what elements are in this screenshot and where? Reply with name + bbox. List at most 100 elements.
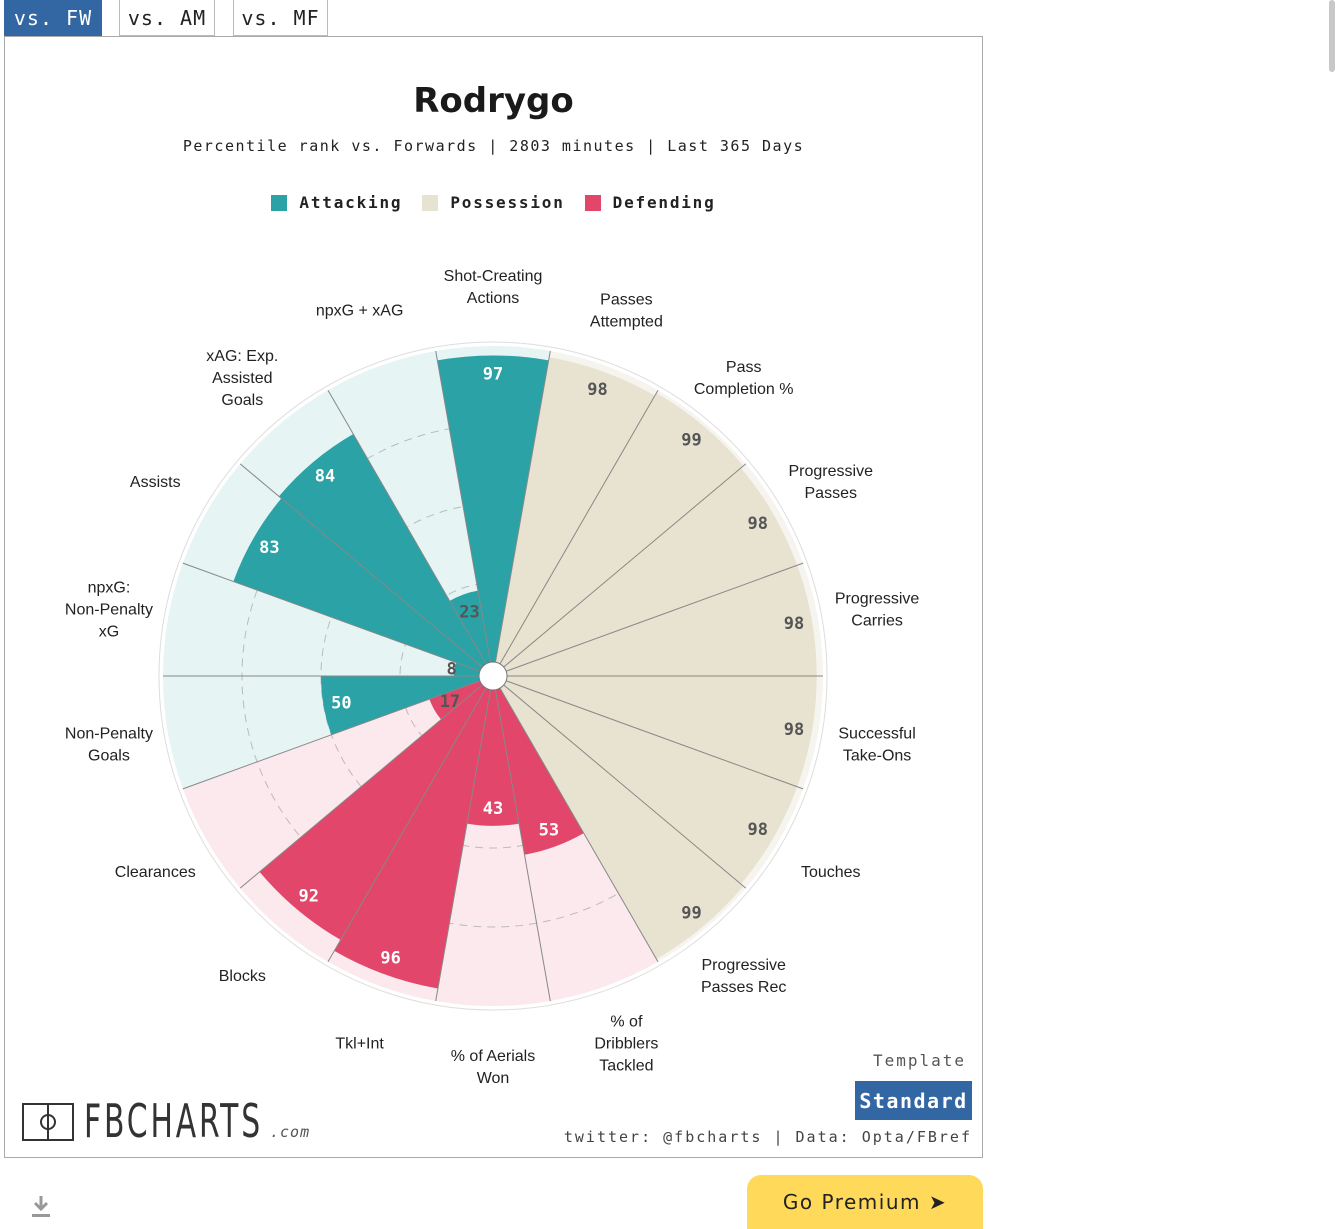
category-label: Touches: [801, 864, 861, 881]
spoke: [499, 389, 659, 665]
wedge-bg: [182, 680, 483, 889]
value-label: 8: [447, 660, 457, 680]
fbcharts-logo: FBCHARTS .com: [22, 1094, 333, 1148]
legend-swatch-defending: [584, 194, 601, 211]
category-label: % of Aerials Won: [451, 1048, 535, 1087]
tab-vs-am[interactable]: vs. AM: [119, 0, 215, 36]
bar: [466, 689, 520, 826]
bar: [321, 676, 480, 735]
value-label: 97: [483, 364, 503, 384]
legend: Attacking Possession Defending: [5, 193, 982, 212]
legend-label-possession: Possession: [450, 193, 565, 212]
go-premium-button[interactable]: Go Premium ➤: [747, 1175, 983, 1229]
spoke: [327, 389, 487, 665]
wedge-bg: [328, 351, 491, 664]
legend-item-attacking: Attacking: [271, 193, 402, 212]
value-label: 96: [380, 948, 400, 968]
credits: twitter: @fbcharts | Data: Opta/FBref: [563, 1128, 972, 1146]
bar: [500, 684, 744, 960]
outer-ring: [158, 341, 828, 1011]
spoke: [327, 687, 487, 963]
bar: [506, 676, 817, 787]
spoke: [182, 680, 481, 790]
value-label: 43: [483, 799, 503, 819]
bar: [334, 688, 491, 989]
spoke: [435, 350, 492, 663]
bar: [503, 680, 798, 885]
value-label: 99: [681, 904, 701, 924]
legend-label-attacking: Attacking: [299, 193, 403, 212]
value-label: 23: [459, 602, 479, 622]
category-label: npxG: Non-Penalty xG: [65, 579, 153, 640]
wedge-bg: [163, 563, 480, 676]
spoke: [503, 684, 747, 889]
download-icon[interactable]: [30, 1194, 52, 1220]
legend-swatch-possession: [422, 194, 439, 211]
category-label: Passes Attempted: [590, 292, 663, 331]
template-label: Template: [872, 1051, 966, 1070]
spoke: [503, 463, 747, 668]
category-label: Assists: [130, 474, 181, 491]
spoke: [182, 562, 481, 672]
bar: [259, 684, 486, 940]
spoke: [494, 689, 551, 1002]
template-button[interactable]: Standard: [855, 1081, 972, 1120]
pitch-icon: [22, 1103, 74, 1141]
bar: [495, 357, 655, 664]
value-label: 98: [587, 380, 607, 400]
chart-subtitle: Percentile rank vs. Forwards | 2803 minu…: [182, 137, 805, 155]
category-label: Progressive Carries: [835, 590, 920, 629]
logo-suffix: .com: [270, 1123, 311, 1141]
spoke: [239, 684, 483, 889]
category-label: Clearances: [115, 864, 196, 881]
bar: [233, 498, 483, 672]
value-label: 50: [331, 694, 351, 714]
category-label: Tkl+Int: [335, 1035, 384, 1052]
value-label: 17: [440, 692, 460, 712]
spoke: [494, 350, 551, 663]
value-label: 99: [681, 430, 701, 450]
category-label: Pass Completion %: [694, 359, 794, 398]
legend-item-defending: Defending: [584, 193, 716, 212]
category-label: Progressive Passes Rec: [701, 957, 786, 996]
bar: [453, 662, 480, 676]
spoke: [435, 689, 492, 1002]
bar: [278, 433, 486, 668]
scrollbar[interactable]: [1329, 0, 1335, 72]
bar: [503, 467, 798, 672]
value-label: 98: [784, 720, 804, 740]
radar-chart: 97 98 99 98 98 98 98 99 53 43 96 92 17 50 8 83 84 23 Shot-…: [65, 268, 920, 1087]
value-label: 84: [315, 467, 335, 487]
category-label: Progressive Passes: [789, 463, 874, 502]
spoke: [505, 680, 804, 790]
chart-title: Rodrygo: [413, 81, 574, 121]
logo-text: FBCHARTS: [84, 1094, 264, 1148]
legend-label-defending: Defending: [612, 193, 716, 212]
value-label: 92: [298, 887, 318, 907]
spoke: [499, 687, 659, 963]
category-label: Successful Take-Ons: [838, 726, 915, 765]
category-label: % of Dribblers Tackled: [594, 1013, 658, 1074]
category-label: Blocks: [219, 968, 266, 985]
bar: [429, 680, 483, 720]
value-label: 83: [259, 538, 279, 558]
tab-vs-fw[interactable]: vs. FW: [4, 0, 102, 36]
center-circle: [478, 661, 508, 691]
value-label: 53: [539, 821, 559, 841]
category-label: npxG + xAG: [316, 303, 404, 320]
value-label: 98: [747, 820, 767, 840]
legend-swatch-attacking: [271, 194, 288, 211]
category-label: xAG: Exp. Assisted Goals: [206, 348, 278, 409]
chart-card: Rodrygo Percentile rank vs. Forwards | 2…: [4, 36, 983, 1158]
value-label: 98: [784, 614, 804, 634]
bar: [506, 565, 817, 676]
category-label: Shot-Creating Actions: [444, 268, 543, 307]
tab-vs-mf[interactable]: vs. MF: [233, 0, 328, 36]
bar: [449, 590, 491, 664]
spoke: [239, 463, 483, 668]
spoke: [505, 562, 804, 672]
value-label: 98: [747, 514, 767, 534]
category-label: Non-Penalty Goals: [65, 726, 153, 765]
bar: [500, 392, 744, 668]
legend-item-possession: Possession: [422, 193, 564, 212]
